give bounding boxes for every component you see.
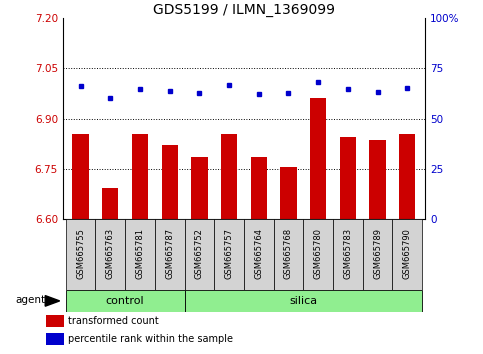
- Bar: [102, 188, 118, 219]
- Bar: [125, 219, 155, 290]
- Text: GSM665780: GSM665780: [313, 228, 323, 279]
- Text: GSM665783: GSM665783: [343, 228, 352, 279]
- Bar: [191, 157, 208, 219]
- Bar: [369, 141, 386, 219]
- Bar: [340, 137, 356, 219]
- Bar: [273, 219, 303, 290]
- Text: GSM665763: GSM665763: [106, 228, 115, 279]
- Bar: [310, 98, 327, 219]
- Bar: [251, 157, 267, 219]
- Text: percentile rank within the sample: percentile rank within the sample: [68, 334, 233, 344]
- Bar: [221, 134, 237, 219]
- Text: GSM665757: GSM665757: [225, 228, 234, 279]
- Bar: [72, 134, 89, 219]
- Text: GSM665781: GSM665781: [136, 228, 144, 279]
- Text: transformed count: transformed count: [68, 316, 158, 326]
- Bar: [161, 145, 178, 219]
- Text: silica: silica: [289, 296, 317, 306]
- Title: GDS5199 / ILMN_1369099: GDS5199 / ILMN_1369099: [153, 3, 335, 17]
- Bar: [185, 290, 422, 312]
- Text: GSM665790: GSM665790: [403, 228, 412, 279]
- Text: control: control: [106, 296, 144, 306]
- Bar: [66, 290, 185, 312]
- Bar: [399, 134, 415, 219]
- Bar: [132, 134, 148, 219]
- Text: agent: agent: [15, 295, 46, 305]
- Bar: [333, 219, 363, 290]
- Text: GSM665764: GSM665764: [254, 228, 263, 279]
- Bar: [96, 219, 125, 290]
- Bar: [46, 315, 64, 327]
- Polygon shape: [45, 296, 60, 306]
- Bar: [66, 219, 96, 290]
- Text: GSM665755: GSM665755: [76, 228, 85, 279]
- Text: GSM665768: GSM665768: [284, 228, 293, 279]
- Bar: [392, 219, 422, 290]
- Bar: [185, 219, 214, 290]
- Text: GSM665752: GSM665752: [195, 228, 204, 279]
- Bar: [46, 333, 64, 345]
- Text: GSM665787: GSM665787: [165, 228, 174, 279]
- Text: GSM665789: GSM665789: [373, 228, 382, 279]
- Bar: [303, 219, 333, 290]
- Bar: [363, 219, 392, 290]
- Bar: [155, 219, 185, 290]
- Bar: [244, 219, 273, 290]
- Bar: [280, 167, 297, 219]
- Bar: [214, 219, 244, 290]
